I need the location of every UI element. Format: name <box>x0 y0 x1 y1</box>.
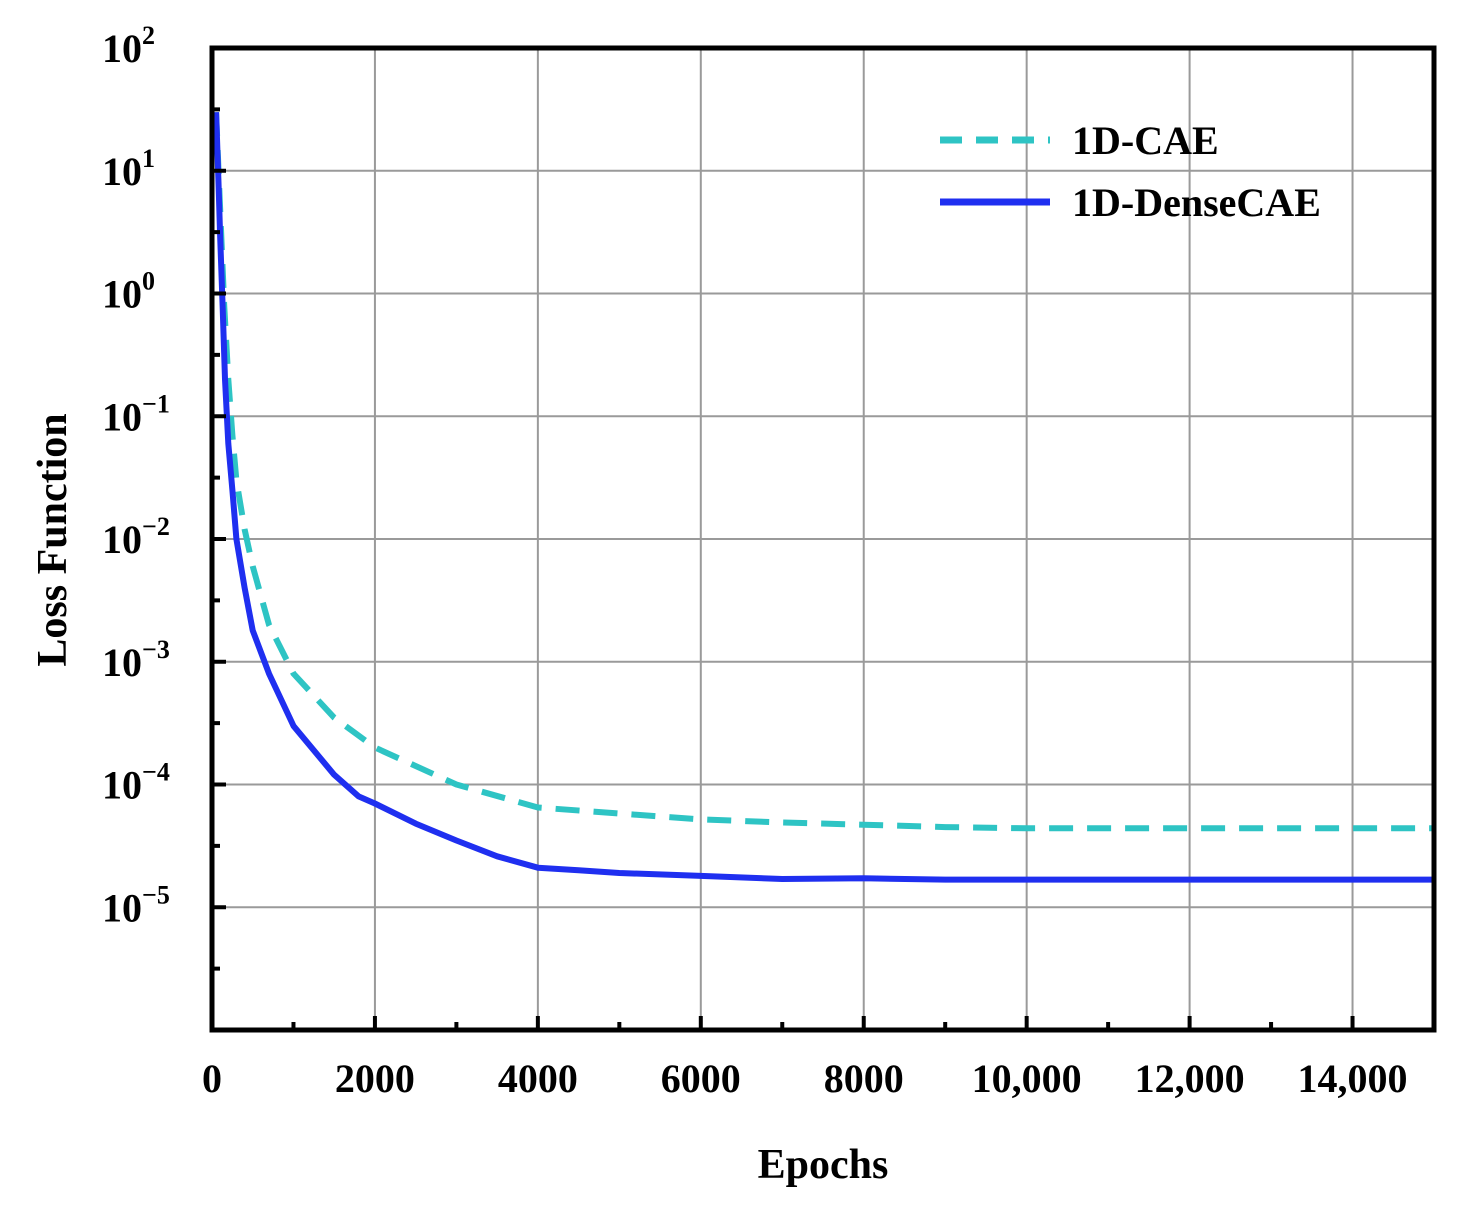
x-tick-label: 4000 <box>498 1056 578 1101</box>
x-tick-label: 14,000 <box>1298 1056 1408 1101</box>
y-axis-title: Loss Function <box>30 413 76 666</box>
ticks <box>210 46 1436 1032</box>
y-tick-label: 102 <box>102 21 155 71</box>
series-group <box>213 112 1434 883</box>
y-tick-label: 100 <box>102 267 155 317</box>
series-line-1d-densecae <box>213 112 1434 883</box>
plot-frame <box>209 45 1437 1033</box>
x-tick-label: 0 <box>202 1056 222 1101</box>
y-tick-label: 10−5 <box>102 880 170 930</box>
x-tick-label: 8000 <box>824 1056 904 1101</box>
x-tick-label: 2000 <box>335 1056 415 1101</box>
y-tick-label: 10−2 <box>102 512 170 562</box>
series-line-1d-cae <box>213 112 1434 832</box>
y-tick-label: 10−1 <box>102 389 170 439</box>
y-tick-label: 10−4 <box>102 758 170 808</box>
legend-label-1d-densecae: 1D-DenseCAE <box>1072 180 1321 225</box>
grid <box>212 48 1434 1030</box>
x-tick-labels: 0 2000 4000 6000 8000 10,000 12,000 14,000 <box>202 1056 1408 1101</box>
legend-label-1d-cae: 1D-CAE <box>1072 118 1219 163</box>
y-tick-label: 10−3 <box>102 635 170 685</box>
y-tick-label: 101 <box>102 144 155 194</box>
x-tick-label: 12,000 <box>1135 1056 1245 1101</box>
y-tick-labels: 102 101 100 10−1 10−2 10−3 10−4 10−5 <box>102 21 170 930</box>
x-tick-label: 10,000 <box>972 1056 1082 1101</box>
x-tick-label: 6000 <box>661 1056 741 1101</box>
legend: 1D-CAE 1D-DenseCAE <box>940 118 1321 225</box>
x-axis-title: Epochs <box>758 1142 889 1188</box>
